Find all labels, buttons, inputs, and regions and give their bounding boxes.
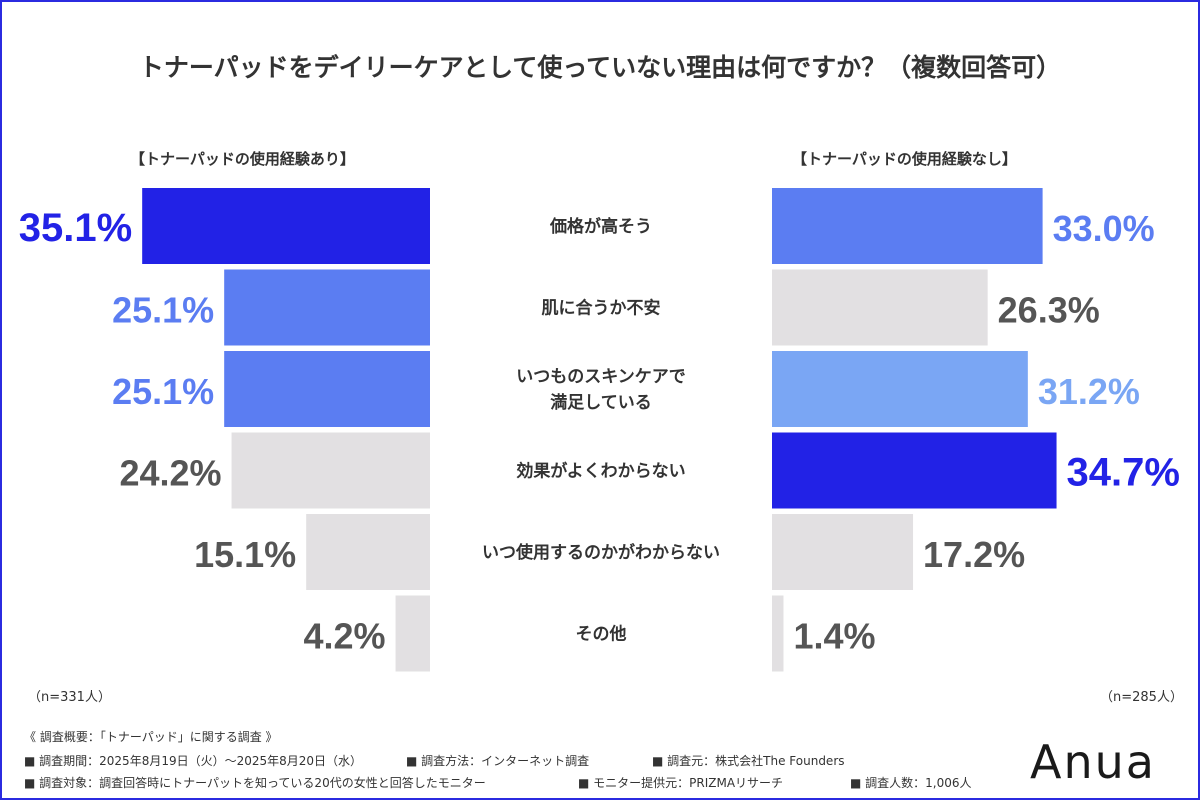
right-panel-heading: 【トナーパッドの使用経験なし】 [792, 150, 1017, 168]
survey-period: ■ 調査期間：2025年8月19日（火）〜2025年8月20日（水） [24, 754, 363, 768]
left-value-label: 15.1% [194, 534, 296, 575]
right-bar [772, 595, 784, 672]
right-bar [772, 351, 1028, 427]
survey-provider: ■ モニター提供元：PRIZMAリサーチ [578, 776, 784, 790]
right-value-label: 33.0% [1053, 208, 1155, 249]
survey-source: ■ 調査元：株式会社The Founders [652, 754, 845, 768]
category-label: いつ使用するのかがわからない [482, 542, 720, 563]
left-value-label: 25.1% [112, 371, 214, 412]
right-value-label: 1.4% [793, 616, 875, 657]
right-bar [772, 514, 914, 590]
left-value-label: 25.1% [112, 290, 214, 331]
anua-logo: Anua [1030, 735, 1156, 789]
right-sample-size: （n=285人） [1100, 690, 1183, 705]
chart-title: トナーパッドをデイリーケアとして使っていない理由は何ですか？（複数回答可） [138, 53, 1062, 82]
right-value-label: 17.2% [923, 534, 1025, 575]
survey-row-1: ■ 調査期間：2025年8月19日（火）〜2025年8月20日（水） ■ 調査方… [24, 752, 1024, 768]
left-bar [142, 188, 430, 264]
left-value-label: 4.2% [303, 616, 385, 657]
left-bar [224, 351, 430, 427]
left-bar [224, 269, 430, 346]
category-label: 効果がよくわからない [516, 461, 685, 482]
survey-row-2: ■ 調査対象：調査回答時にトナーパットを知っている20代の女性と回答したモニター… [24, 774, 1024, 790]
right-value-label: 26.3% [998, 290, 1100, 331]
left-panel-heading: 【トナーパッドの使用経験あり】 [130, 150, 355, 168]
right-value-label: 31.2% [1038, 371, 1140, 412]
right-bar [772, 188, 1043, 264]
survey-heading: 《 調査概要：「トナーパッド」に関する調査 》 [24, 730, 278, 744]
left-sample-size: （n=331人） [28, 690, 111, 705]
right-bar [772, 432, 1057, 509]
survey-count: ■ 調査人数：1,006人 [850, 776, 972, 790]
survey-method: ■ 調査方法：インターネット調査 [406, 754, 590, 768]
category-label: その他 [576, 624, 627, 645]
category-label: 満足している [550, 392, 652, 413]
survey-target: ■ 調査対象：調査回答時にトナーパットを知っている20代の女性と回答したモニター [24, 776, 486, 790]
left-bar [395, 595, 430, 672]
left-bar [231, 432, 430, 509]
category-label: 価格が高そう [549, 216, 652, 237]
left-value-label: 35.1% [19, 206, 132, 250]
left-bar [306, 514, 430, 590]
right-bar [772, 269, 988, 346]
category-label: いつものスキンケアで [516, 367, 686, 387]
right-value-label: 34.7% [1067, 451, 1180, 495]
left-value-label: 24.2% [119, 453, 221, 494]
category-label: 肌に合うか不安 [542, 298, 661, 319]
